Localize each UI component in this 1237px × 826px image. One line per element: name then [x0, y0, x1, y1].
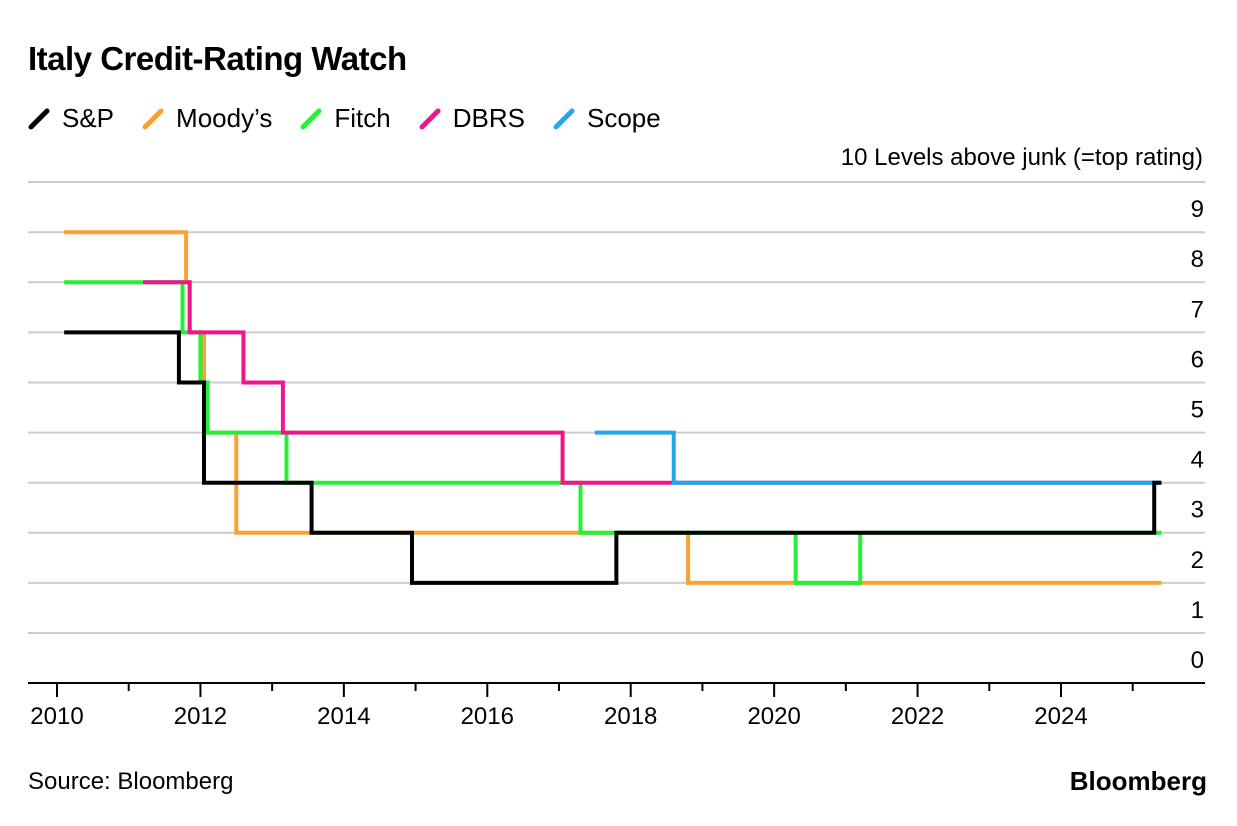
legend-swatch-scope	[553, 108, 575, 129]
x-tick-label-2022: 2022	[891, 703, 944, 730]
legend-label-moodys: Moody’s	[176, 103, 273, 133]
x-tick-label-2018: 2018	[604, 703, 657, 730]
legend: S&P Moody’s Fitch DBRS Scope	[28, 103, 689, 134]
y-tick-labels: 0 1 2 3 4 5 6 7 8 9	[1191, 196, 1204, 674]
legend-item-scope: Scope	[553, 103, 661, 134]
x-tick-label-2010: 2010	[30, 703, 83, 730]
y-tick-label-2: 2	[1191, 547, 1204, 574]
brand-logo: Bloomberg	[1069, 766, 1207, 796]
legend-label-scope: Scope	[586, 103, 661, 133]
legend-swatch-moodys	[142, 108, 164, 129]
legend-swatch-fitch	[300, 108, 322, 129]
y-tick-label-7: 7	[1191, 296, 1204, 323]
source-note: Source: Bloomberg	[28, 768, 234, 795]
legend-label-dbrs: DBRS	[452, 103, 525, 133]
legend-item-sp: S&P	[28, 103, 114, 134]
x-tick-label-2012: 2012	[174, 703, 227, 730]
y-tick-label-4: 4	[1191, 447, 1204, 474]
y-tick-label-1: 1	[1191, 597, 1204, 624]
y-tick-label-5: 5	[1191, 397, 1204, 424]
legend-item-moodys: Moody’s	[142, 103, 272, 134]
legend-label-sp: S&P	[62, 103, 115, 133]
x-axis: 2010 2012 2014 2016 2018 2020 2022 2024	[28, 682, 1205, 730]
legend-item-dbrs: DBRS	[419, 103, 525, 134]
legend-swatch-sp	[28, 108, 50, 129]
legend-label-fitch: Fitch	[334, 103, 391, 133]
x-tick-label-2014: 2014	[317, 703, 370, 730]
legend-swatch-dbrs	[419, 108, 441, 129]
series-line-scope	[594, 430, 1162, 485]
chart-title: Italy Credit-Rating Watch	[28, 40, 407, 77]
x-tick-label-2024: 2024	[1034, 703, 1087, 730]
y-tick-label-8: 8	[1191, 246, 1204, 273]
x-tick-label-2016: 2016	[461, 703, 514, 730]
series-line-moodys	[64, 230, 1162, 585]
y-tick-label-9: 9	[1191, 196, 1204, 223]
y-tick-label-3: 3	[1191, 497, 1204, 524]
series-line-dbrs	[143, 280, 1162, 485]
series-lines	[64, 230, 1162, 585]
y-tick-label-6: 6	[1191, 346, 1204, 373]
x-tick-label-2020: 2020	[747, 703, 800, 730]
y-axis-unit-label: 10 Levels above junk (=top rating)	[840, 144, 1203, 171]
y-tick-label-0: 0	[1191, 647, 1204, 674]
legend-item-fitch: Fitch	[300, 103, 391, 134]
series-line-sp	[64, 330, 1162, 585]
